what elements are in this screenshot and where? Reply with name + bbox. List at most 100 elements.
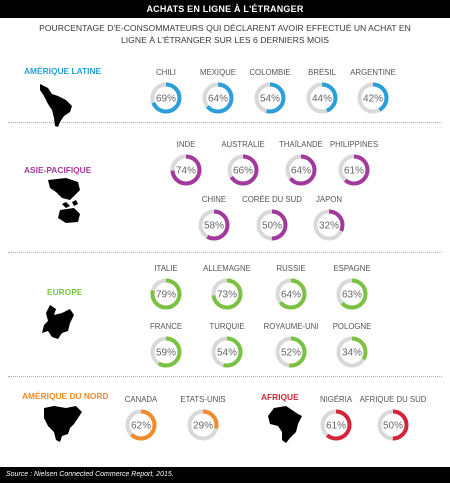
value-label: 58% <box>204 221 224 232</box>
country-label: JAPON <box>316 195 342 204</box>
chart-subtitle: POURCENTAGE D'E-CONSOMMATEURS QUI DÉCLAR… <box>39 23 411 45</box>
latin-america-map-icon <box>40 84 72 127</box>
region-label-europe: EUROPE <box>47 287 83 297</box>
donut-value-arc <box>198 209 230 241</box>
donut-chart: 66% <box>227 154 259 186</box>
country-label: AFRIQUE DU SUD <box>359 395 427 404</box>
value-label: 64% <box>281 290 301 301</box>
donut-chart: 62% <box>125 409 157 441</box>
country-label: CHINE <box>201 195 227 204</box>
value-label: 44% <box>312 94 332 105</box>
country-label: POLOGNE <box>332 322 372 331</box>
country-label: CANADA <box>124 395 158 404</box>
donut-value-arc <box>357 82 389 114</box>
donut-chart: 54% <box>254 82 286 114</box>
value-label: 29% <box>193 421 213 432</box>
donut-value-arc <box>313 209 345 241</box>
country-label: ETATS-UNIS <box>180 395 226 404</box>
country-label: BRÉSIL <box>308 68 336 77</box>
donut-chart: 34% <box>336 336 368 368</box>
value-label: 79% <box>156 290 176 301</box>
donut-chart: 61% <box>338 154 370 186</box>
donut-value-arc <box>285 154 317 186</box>
value-label: 73% <box>217 290 237 301</box>
donut-value-arc <box>338 154 370 186</box>
donut-chart: 63% <box>336 278 368 310</box>
value-label: 61% <box>344 166 364 177</box>
donut-value-arc <box>227 154 259 186</box>
value-label: 54% <box>217 348 237 359</box>
value-label: 54% <box>260 94 280 105</box>
region-label-latam: AMÉRIQUE LATINE <box>24 66 102 76</box>
donut-value-arc <box>254 82 286 114</box>
donut-chart: 29% <box>187 409 219 441</box>
separator <box>8 252 442 253</box>
donut-chart: 79% <box>150 278 182 310</box>
value-label: 52% <box>281 348 301 359</box>
value-label: 64% <box>291 166 311 177</box>
value-label: 50% <box>383 421 403 432</box>
source-note: Source : Nielsen Connected Commerce Repo… <box>0 467 450 483</box>
value-label: 59% <box>156 348 176 359</box>
country-label: COLOMBIE <box>249 68 291 77</box>
country-label: ROYAUME-UNI <box>263 322 319 331</box>
value-label: 61% <box>326 421 346 432</box>
europe-map-icon <box>42 305 74 339</box>
donut-chart: 42% <box>357 82 389 114</box>
donut-value-arc <box>377 409 409 441</box>
separator <box>8 122 442 123</box>
donut-chart: 64% <box>275 278 307 310</box>
value-label: 64% <box>208 94 228 105</box>
value-label: 42% <box>363 94 383 105</box>
country-label: MEXIQUE <box>200 68 236 77</box>
country-label: AUSTRALIE <box>221 140 265 149</box>
region-label-africa: AFRIQUE <box>261 392 299 402</box>
donut-value-arc <box>150 278 182 310</box>
country-label: CHILI <box>156 68 176 77</box>
value-label: 50% <box>262 221 282 232</box>
donut-value-arc <box>275 278 307 310</box>
donut-chart: 64% <box>285 154 317 186</box>
country-label: ESPAGNE <box>333 264 371 273</box>
donut-chart: 52% <box>275 336 307 368</box>
donut-chart: 50% <box>377 409 409 441</box>
value-label: 66% <box>233 166 253 177</box>
donut-value-arc <box>170 154 202 186</box>
donut-value-arc <box>336 336 368 368</box>
asia-pacific-map-icon <box>48 178 80 223</box>
country-label: INDE <box>176 140 196 149</box>
page-header: ACHATS EN LIGNE À L'ÉTRANGER <box>0 0 450 18</box>
country-label: ARGENTINE <box>350 68 396 77</box>
page-title: ACHATS EN LIGNE À L'ÉTRANGER <box>146 4 304 14</box>
donut-chart: 50% <box>256 209 288 241</box>
donut-chart: 59% <box>150 336 182 368</box>
country-label: TURQUIE <box>209 322 245 331</box>
value-label: 34% <box>342 348 362 359</box>
country-label: THAÏLANDE <box>279 140 323 149</box>
donut-value-arc <box>125 409 157 441</box>
donut-value-arc <box>320 409 352 441</box>
donut-chart: 74% <box>170 154 202 186</box>
donut-chart: 32% <box>313 209 345 241</box>
country-label: ITALIE <box>154 264 178 273</box>
country-label: RUSSIE <box>276 264 306 273</box>
donut-value-arc <box>202 82 234 114</box>
country-label: CORÉE DU SUD <box>242 195 302 204</box>
donut-chart: 54% <box>211 336 243 368</box>
separator <box>8 376 442 377</box>
donut-chart: 44% <box>306 82 338 114</box>
donut-chart: 73% <box>211 278 243 310</box>
donut-value-arc <box>187 409 219 441</box>
donut-value-arc <box>256 209 288 241</box>
donut-value-arc <box>211 336 243 368</box>
value-label: 62% <box>131 421 151 432</box>
donut-value-arc <box>150 82 182 114</box>
region-label-north-america: AMÉRIQUE DU NORD <box>22 391 109 401</box>
africa-map-icon <box>268 406 302 443</box>
donut-value-arc <box>150 336 182 368</box>
donut-chart: 64% <box>202 82 234 114</box>
value-label: 32% <box>319 221 339 232</box>
north-america-map-icon <box>44 406 82 442</box>
country-label: FRANCE <box>149 322 183 331</box>
country-label: ALLEMAGNE <box>203 264 251 273</box>
